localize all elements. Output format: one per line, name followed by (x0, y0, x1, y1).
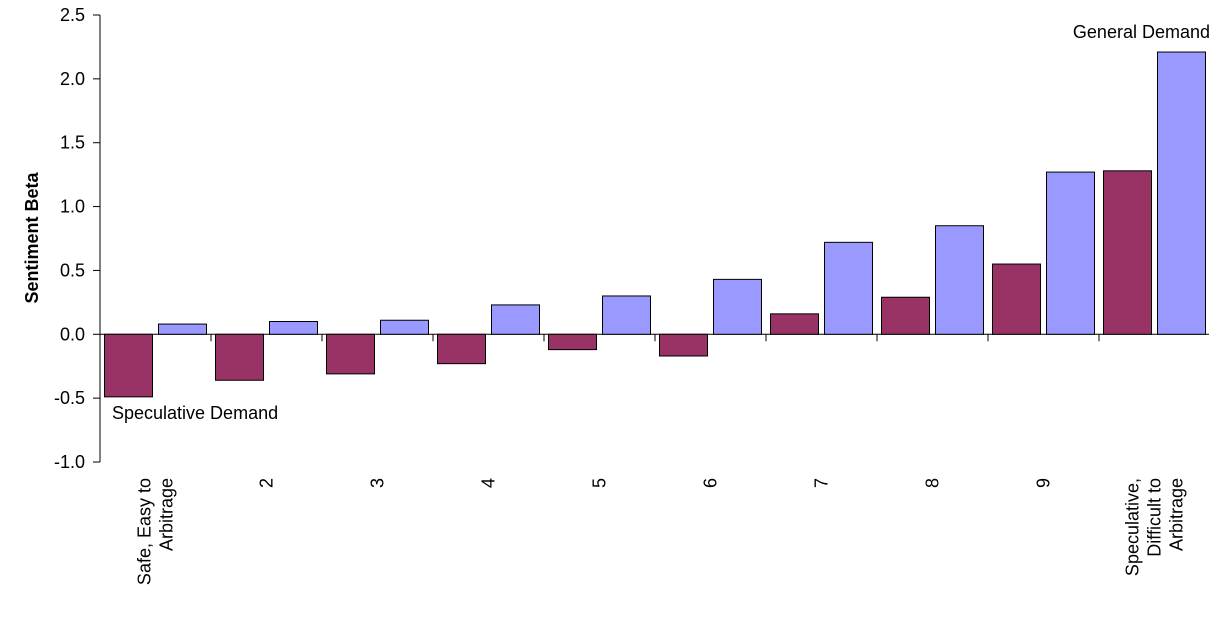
y-tick-label: 2.0 (60, 69, 85, 89)
bar-series1-cat8 (881, 296, 930, 335)
axes: -1.0 -0.5 0.0 0.5 1.0 1.5 2.0 2.5 (54, 5, 1209, 472)
bar-series1-cat2 (215, 333, 264, 381)
y-tick-label: -1.0 (54, 452, 85, 472)
x-category-label: 4 (479, 478, 499, 488)
bar-series2-cat1 (158, 323, 207, 335)
x-category-label: 8 (923, 478, 943, 488)
bar-series1-cat7 (770, 313, 819, 335)
bar-series1-cat5 (548, 333, 597, 351)
y-tick-label: -0.5 (54, 388, 85, 408)
y-tick-label: 2.5 (60, 5, 85, 25)
bar-series2-cat8 (935, 225, 984, 335)
x-category-label: 2 (257, 478, 277, 488)
x-category-label: 6 (701, 478, 721, 488)
bar-series1-cat9 (992, 263, 1041, 335)
x-category-label: Speculative, (1123, 478, 1143, 576)
bar-series2-cat7 (824, 241, 873, 335)
bar-series1-cat6 (659, 333, 708, 357)
x-category-label: 7 (812, 478, 832, 488)
y-axis-title: Sentiment Beta (22, 171, 42, 303)
bar-series2-cat3 (380, 319, 429, 335)
x-category-label: Difficult to (1145, 478, 1165, 557)
bar-series1-cat3 (326, 333, 375, 375)
bar-series2-cat10 (1157, 51, 1206, 335)
bar-series2-cat6 (713, 278, 762, 335)
annotation-speculative-demand: Speculative Demand (112, 403, 278, 423)
bars (104, 51, 1206, 398)
bar-series2-cat2 (269, 321, 318, 335)
bar-series1-cat1 (104, 333, 153, 398)
labels: Safe, Easy to Arbitrage 2 3 4 5 6 7 8 9 Speculativ… (22, 22, 1209, 585)
y-tick-label: 1.0 (60, 197, 85, 217)
x-category-label: 5 (590, 478, 610, 488)
annotation-general-demand: General Demand (1073, 22, 1209, 42)
x-category-label: Arbitrage (157, 478, 177, 551)
x-category-label: 3 (368, 478, 388, 488)
bar-series2-cat4 (491, 304, 540, 335)
y-tick-label: 0.0 (60, 324, 85, 344)
bar-series1-cat10 (1103, 170, 1152, 335)
bar-series2-cat5 (602, 295, 651, 335)
y-tick-label: 0.5 (60, 260, 85, 280)
x-category-label: Safe, Easy to (135, 478, 155, 585)
bar-series1-cat4 (437, 333, 486, 365)
bar-series2-cat9 (1046, 171, 1095, 335)
x-category-label: 9 (1034, 478, 1054, 488)
x-category-label: Arbitrage (1167, 478, 1187, 551)
y-tick-label: 1.5 (60, 133, 85, 153)
